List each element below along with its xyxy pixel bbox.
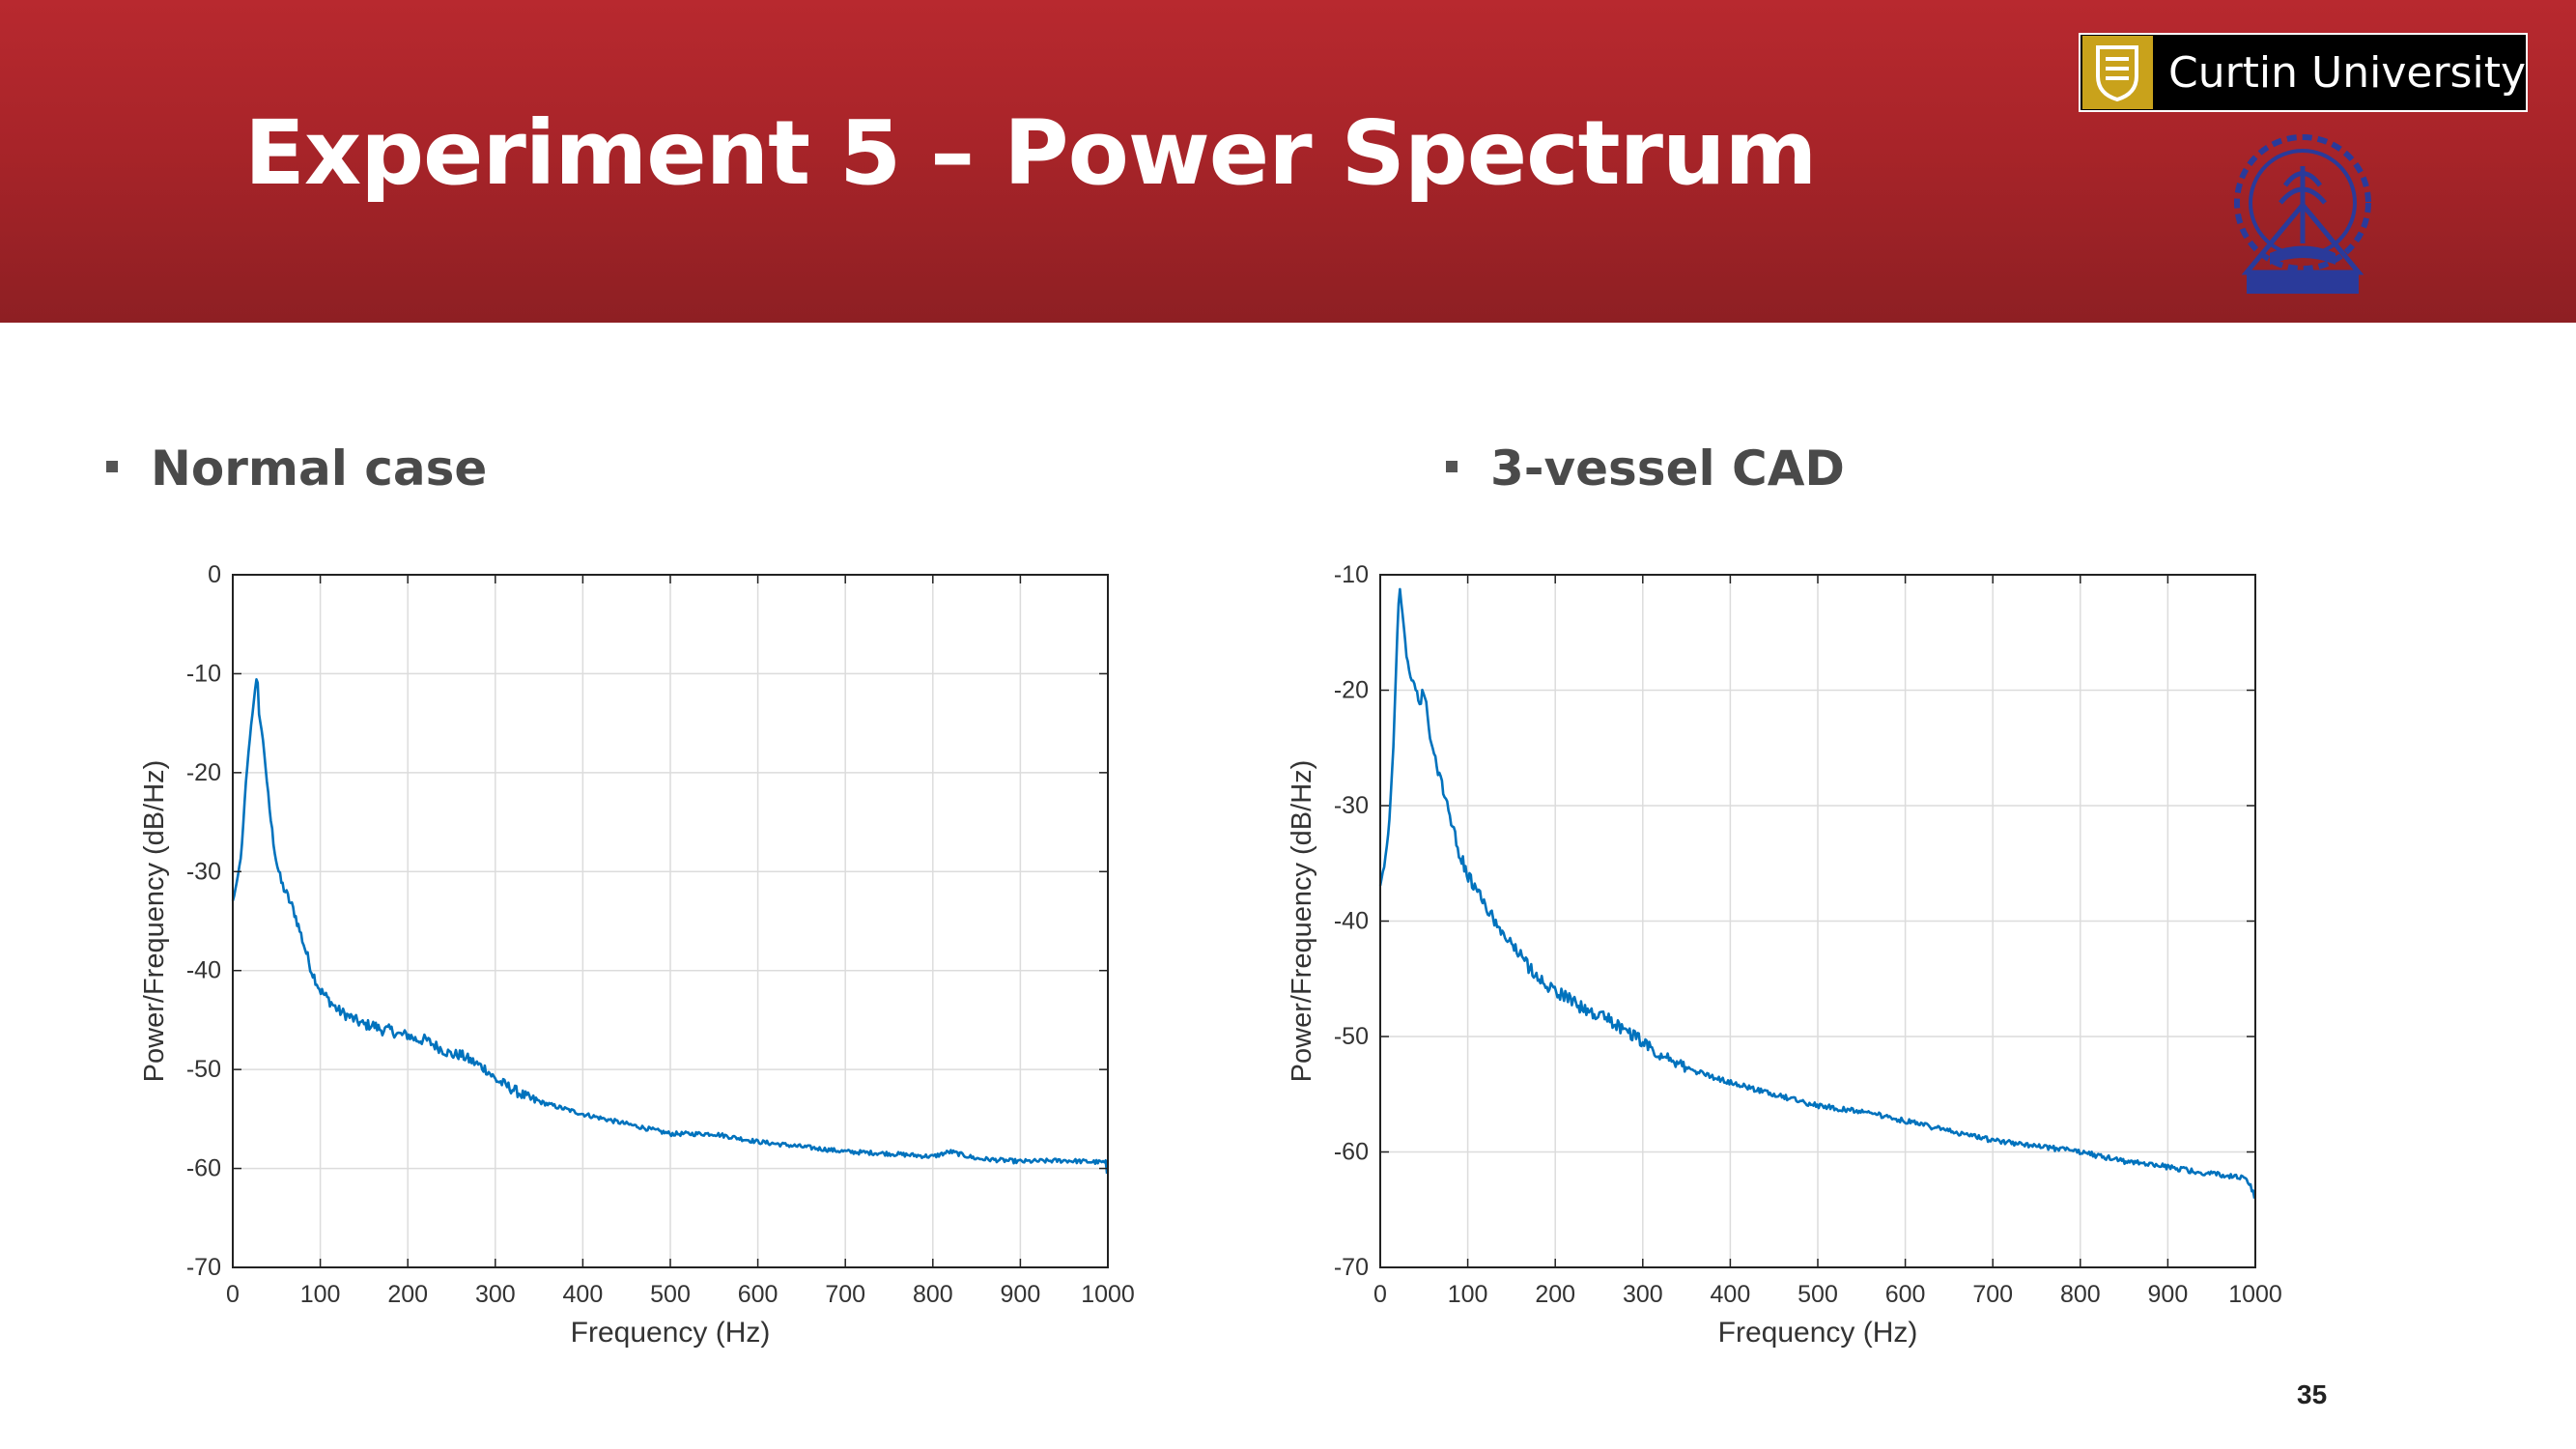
bullet-text: Normal case bbox=[151, 440, 488, 497]
bullet-3-vessel-cad: 3-vessel CAD bbox=[1446, 440, 1845, 497]
y-tick-label: -70 bbox=[186, 1254, 221, 1281]
x-tick-label: 400 bbox=[563, 1281, 604, 1308]
chart-normal-case: 0 100 200 300 400 500 600 700 800 900 1000 0 -10 -20 -… bbox=[139, 561, 1135, 1349]
x-tick-label: 300 bbox=[475, 1281, 516, 1308]
bullet-marker bbox=[1446, 460, 1458, 472]
x-tick-label: 200 bbox=[387, 1281, 428, 1308]
y-tick-label: -10 bbox=[1334, 561, 1369, 588]
y-tick-label: -10 bbox=[186, 660, 221, 687]
y-axis-label: Power/Frequency (dB/Hz) bbox=[1287, 760, 1317, 1083]
spectrum-line bbox=[1378, 587, 2256, 1199]
spectrum-line bbox=[231, 678, 1109, 1175]
x-tick-label: 100 bbox=[300, 1281, 341, 1308]
y-tick-label: 0 bbox=[208, 561, 221, 588]
x-tick-label: 600 bbox=[738, 1281, 778, 1308]
x-tick-label: 700 bbox=[825, 1281, 865, 1308]
x-tick-label: 0 bbox=[1373, 1281, 1387, 1308]
bullet-marker bbox=[106, 460, 118, 472]
page-number: 35 bbox=[2297, 1379, 2328, 1409]
x-axis-label: Frequency (Hz) bbox=[1718, 1317, 1918, 1349]
y-tick-label: -20 bbox=[186, 759, 221, 786]
y-tick-label: -60 bbox=[186, 1155, 221, 1182]
x-tick-label: 500 bbox=[1798, 1281, 1838, 1308]
curtin-crest-icon bbox=[2082, 36, 2153, 109]
x-axis-label: Frequency (Hz) bbox=[571, 1317, 771, 1349]
x-tick-label: 300 bbox=[1623, 1281, 1663, 1308]
x-tick-label: 400 bbox=[1711, 1281, 1751, 1308]
logo-text: Curtin University bbox=[2167, 47, 2526, 98]
x-tick-label: 1000 bbox=[1081, 1281, 1135, 1308]
y-tick-label: -30 bbox=[1334, 792, 1369, 819]
y-tick-label: -40 bbox=[1334, 908, 1369, 935]
bullet-text: 3-vessel CAD bbox=[1490, 440, 1845, 497]
x-tick-label: 600 bbox=[1885, 1281, 1926, 1308]
chart-3-vessel-cad: 0 100 200 300 400 500 600 700 800 900 1000 -10 -20 -3… bbox=[1287, 561, 2282, 1349]
y-tick-label: -40 bbox=[186, 957, 221, 984]
x-tick-label: 800 bbox=[2060, 1281, 2101, 1308]
curtin-university-logo: Curtin University bbox=[2079, 33, 2528, 112]
x-tick-label: 0 bbox=[226, 1281, 240, 1308]
y-axis-label: Power/Frequency (dB/Hz) bbox=[139, 760, 170, 1083]
y-tick-label: -50 bbox=[1334, 1023, 1369, 1050]
y-tick-label: -60 bbox=[1334, 1139, 1369, 1166]
y-tick-label: -30 bbox=[186, 858, 221, 885]
x-tick-label: 100 bbox=[1448, 1281, 1488, 1308]
bullet-normal-case: Normal case bbox=[106, 440, 487, 497]
institute-emblem-icon bbox=[2234, 134, 2371, 294]
y-tick-label: -50 bbox=[186, 1056, 221, 1083]
x-tick-label: 700 bbox=[1972, 1281, 2013, 1308]
y-tick-label: -20 bbox=[1334, 677, 1369, 704]
x-tick-label: 800 bbox=[913, 1281, 953, 1308]
x-tick-label: 500 bbox=[650, 1281, 691, 1308]
slide-title: Experiment 5 – Power Spectrum bbox=[244, 101, 1817, 205]
y-tick-label: -70 bbox=[1334, 1254, 1369, 1281]
x-tick-label: 900 bbox=[2148, 1281, 2189, 1308]
x-tick-label: 1000 bbox=[2228, 1281, 2282, 1308]
x-tick-label: 200 bbox=[1535, 1281, 1575, 1308]
x-tick-label: 900 bbox=[1001, 1281, 1041, 1308]
